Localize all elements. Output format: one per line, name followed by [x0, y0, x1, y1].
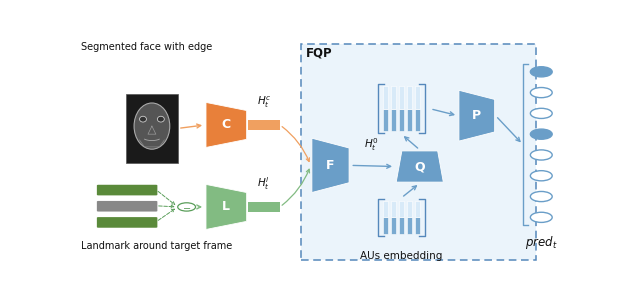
Text: P: P — [472, 109, 481, 122]
Bar — [415, 201, 420, 217]
Circle shape — [178, 203, 196, 211]
Polygon shape — [206, 184, 246, 230]
Ellipse shape — [134, 103, 170, 149]
Circle shape — [531, 129, 552, 139]
Text: AUs embedding: AUs embedding — [360, 251, 443, 261]
Circle shape — [531, 108, 552, 118]
Bar — [415, 109, 420, 131]
Bar — [391, 217, 396, 234]
Circle shape — [531, 67, 552, 77]
FancyBboxPatch shape — [248, 202, 280, 212]
Text: Landmark around target frame: Landmark around target frame — [81, 241, 233, 251]
Text: $pred_t$: $pred_t$ — [525, 233, 557, 250]
Polygon shape — [459, 90, 495, 141]
Text: F: F — [326, 159, 335, 172]
Circle shape — [531, 191, 552, 202]
Ellipse shape — [157, 116, 164, 122]
Text: $H_t^c$: $H_t^c$ — [257, 94, 271, 110]
Text: $H_t^0$: $H_t^0$ — [364, 136, 378, 153]
Bar — [391, 86, 396, 109]
Bar — [383, 109, 388, 131]
Bar — [391, 109, 396, 131]
Bar — [399, 109, 404, 131]
FancyBboxPatch shape — [248, 120, 280, 130]
Ellipse shape — [140, 116, 147, 122]
Text: $-$: $-$ — [182, 202, 191, 212]
Text: Segmented face with edge: Segmented face with edge — [81, 42, 212, 52]
Bar — [399, 201, 404, 217]
FancyBboxPatch shape — [97, 201, 157, 211]
Bar — [383, 201, 388, 217]
Bar — [415, 86, 420, 109]
Circle shape — [531, 171, 552, 181]
FancyBboxPatch shape — [97, 185, 157, 195]
Bar — [391, 201, 396, 217]
Text: C: C — [221, 118, 231, 131]
Circle shape — [531, 150, 552, 160]
Circle shape — [531, 88, 552, 98]
Bar — [407, 201, 412, 217]
Polygon shape — [206, 102, 246, 148]
FancyBboxPatch shape — [301, 44, 536, 260]
Text: $H_t^l$: $H_t^l$ — [257, 175, 270, 192]
FancyBboxPatch shape — [97, 217, 157, 228]
Polygon shape — [396, 151, 444, 182]
Bar — [399, 217, 404, 234]
Bar — [383, 217, 388, 234]
Bar — [399, 86, 404, 109]
Text: L: L — [222, 200, 230, 213]
Polygon shape — [312, 138, 349, 193]
Bar — [415, 217, 420, 234]
Bar — [407, 109, 412, 131]
Bar — [126, 94, 178, 163]
Text: Q: Q — [415, 160, 425, 173]
Bar — [407, 217, 412, 234]
Bar — [407, 86, 412, 109]
Text: FQP: FQP — [306, 46, 332, 59]
Circle shape — [531, 212, 552, 222]
Bar — [383, 86, 388, 109]
